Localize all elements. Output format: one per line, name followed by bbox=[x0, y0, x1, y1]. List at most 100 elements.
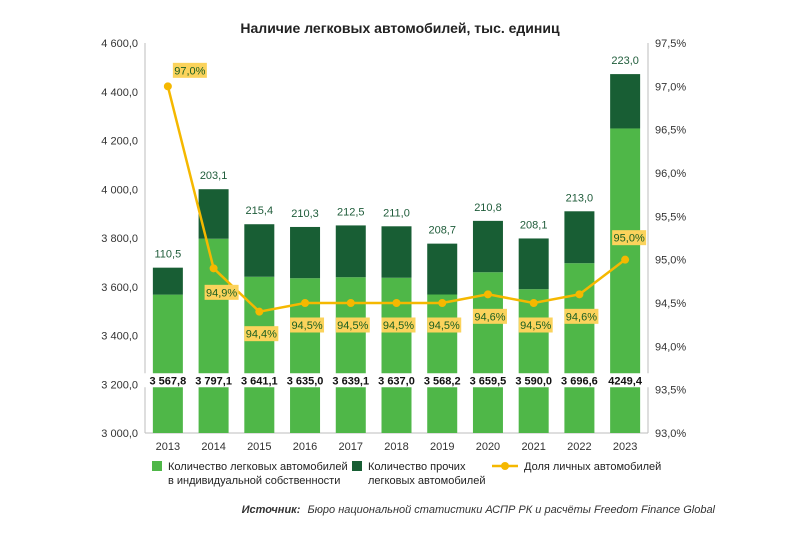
x-tick-label: 2015 bbox=[247, 441, 271, 453]
y-left-tick-label: 3 800,0 bbox=[101, 233, 138, 245]
y-right-tick-label: 93,0% bbox=[655, 428, 686, 440]
legend-swatch-other bbox=[352, 461, 362, 471]
bar-other bbox=[335, 225, 366, 278]
x-tick-label: 2023 bbox=[613, 441, 637, 453]
share-label: 94,5% bbox=[520, 320, 551, 332]
x-tick-label: 2018 bbox=[384, 441, 408, 453]
y-left-tick-label: 3 200,0 bbox=[101, 379, 138, 391]
x-tick-label: 2021 bbox=[521, 441, 545, 453]
share-point bbox=[163, 82, 172, 91]
share-point bbox=[301, 299, 310, 307]
bar-individual-label: 3 590,0 bbox=[515, 375, 552, 387]
y-right-tick-label: 94,0% bbox=[655, 341, 686, 353]
bar-other-label: 110,5 bbox=[155, 249, 182, 261]
bar-other-label: 213,0 bbox=[566, 192, 594, 204]
legend-label-other-line1: Количество прочих bbox=[368, 461, 466, 473]
share-label: 97,0% bbox=[174, 65, 205, 77]
legend-label-share: Доля личных автомобилей bbox=[524, 461, 661, 473]
share-point bbox=[575, 290, 584, 299]
y-right-tick-label: 95,5% bbox=[655, 211, 686, 223]
bar-other-label: 210,3 bbox=[291, 208, 319, 220]
bar-individual-label: 3 635,0 bbox=[287, 375, 324, 387]
bar-value-label-bg bbox=[415, 373, 470, 388]
source-text: Бюро национальной статистики АСПР РК и р… bbox=[307, 504, 715, 516]
share-label-box bbox=[172, 62, 207, 78]
share-point bbox=[255, 307, 264, 316]
y-right-tick-label: 96,5% bbox=[655, 125, 686, 137]
share-point bbox=[346, 299, 355, 307]
legend-label-individual-line1: Количество легковых автомобилей bbox=[168, 461, 348, 473]
bar-other-label: 203,1 bbox=[200, 170, 228, 182]
stack-top-labels: 110,5 203,1 215,4 210,3 212,5 211,0 208,7 210,8… bbox=[155, 55, 639, 261]
y-left-tick-label: 3 000,0 bbox=[101, 428, 138, 440]
bar-individual bbox=[472, 272, 503, 433]
y-right-tick-label: 93,5% bbox=[655, 385, 686, 397]
share-label: 94,6% bbox=[566, 311, 597, 323]
bars-group bbox=[152, 74, 641, 434]
bar-individual-label: 3 568,2 bbox=[424, 375, 461, 387]
axis-tick-labels: 3 000,0 3 200,0 3 400,0 3 600,0 3 800,0 4 000… bbox=[101, 38, 686, 453]
share-point bbox=[209, 264, 218, 273]
share-point bbox=[483, 290, 492, 299]
y-left-tick-label: 4 400,0 bbox=[101, 87, 138, 99]
bar-value-label-bg bbox=[552, 373, 607, 388]
legend-swatch-share-marker bbox=[501, 462, 509, 470]
share-label-box bbox=[564, 308, 599, 324]
share-label-box bbox=[612, 230, 647, 246]
bar-individual-label: 3 797,1 bbox=[195, 375, 232, 387]
share-label-box bbox=[290, 317, 325, 333]
share-line-group: 97,0% 94,9% 94,4% 94,5% 94,5% 94,5% 94,5% 94,6%… bbox=[163, 62, 647, 342]
legend: Количество легковых автомобилей в индивид… bbox=[152, 461, 661, 487]
bar-value-label-bg bbox=[140, 373, 195, 388]
bar-other-label: 215,4 bbox=[246, 205, 274, 217]
bar-individual-label: 3 696,6 bbox=[561, 375, 598, 387]
y-right-tick-label: 95,0% bbox=[655, 255, 686, 267]
share-point bbox=[438, 299, 447, 307]
bar-individual bbox=[518, 289, 549, 433]
bar-other-label: 211,0 bbox=[383, 207, 410, 219]
bar-individual bbox=[427, 294, 458, 433]
x-tick-label: 2019 bbox=[430, 441, 454, 453]
bar-other bbox=[472, 220, 503, 273]
source-label: Источник: bbox=[242, 504, 301, 516]
chart-title: Наличие легковых автомобилей, тыс. едини… bbox=[240, 20, 560, 36]
y-left-tick-label: 3 400,0 bbox=[101, 331, 138, 343]
share-label: 94,6% bbox=[474, 311, 505, 323]
bar-value-label-bg bbox=[278, 373, 333, 388]
bar-individual bbox=[610, 128, 641, 434]
bar-value-label-bg bbox=[323, 373, 378, 388]
bar-individual-label: 3 641,1 bbox=[241, 375, 278, 387]
share-point bbox=[621, 255, 630, 264]
y-left-tick-label: 4 200,0 bbox=[101, 136, 138, 148]
share-label-box bbox=[518, 317, 553, 333]
share-label-box bbox=[335, 317, 370, 333]
bar-value-label-bg bbox=[460, 373, 515, 388]
bar-other bbox=[152, 267, 183, 295]
share-label-box bbox=[427, 317, 462, 333]
share-label: 95,0% bbox=[614, 233, 645, 245]
share-label-box bbox=[204, 284, 239, 300]
share-label: 94,5% bbox=[429, 320, 460, 332]
bar-value-labels: 3 567,8 3 797,1 3 641,1 3 635,0 3 639,1 3 637… bbox=[140, 373, 653, 388]
y-right-tick-label: 96,0% bbox=[655, 168, 686, 180]
bar-individual-label: 3 567,8 bbox=[150, 375, 187, 387]
bar-other bbox=[518, 238, 549, 290]
bar-other-label: 210,8 bbox=[474, 202, 502, 214]
y-right-tick-label: 97,0% bbox=[655, 81, 686, 93]
share-label-box bbox=[381, 317, 416, 333]
share-point bbox=[529, 299, 538, 307]
bar-value-label-bg bbox=[369, 373, 424, 388]
bar-other-label: 223,0 bbox=[611, 55, 639, 67]
bar-other bbox=[610, 74, 641, 129]
share-label: 94,9% bbox=[206, 287, 237, 299]
legend-label-other-line2: легковых автомобилей bbox=[368, 475, 485, 487]
bar-individual-label: 3 637,0 bbox=[378, 375, 415, 387]
share-point bbox=[392, 299, 401, 307]
bar-individual bbox=[152, 294, 183, 433]
x-tick-label: 2020 bbox=[476, 441, 500, 453]
bar-value-label-bg bbox=[506, 373, 561, 388]
x-tick-label: 2017 bbox=[339, 441, 363, 453]
bar-other-label: 208,1 bbox=[520, 219, 548, 231]
